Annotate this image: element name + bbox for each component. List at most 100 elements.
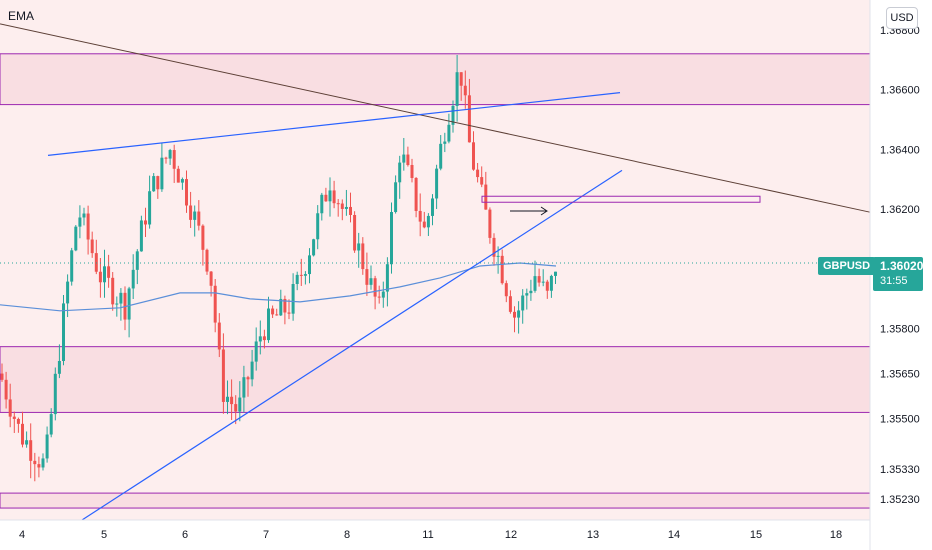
candle-body xyxy=(369,278,373,285)
x-tick-label: 11 xyxy=(422,529,433,541)
y-tick-label: 1.35650 xyxy=(880,369,920,381)
candle-body xyxy=(521,295,525,311)
candle-body xyxy=(49,414,53,435)
candle-body xyxy=(70,250,74,282)
candle-body xyxy=(431,198,434,216)
candle-body xyxy=(324,194,328,202)
candle-body xyxy=(37,464,41,468)
candle-body xyxy=(107,266,111,278)
candle-body xyxy=(357,243,361,251)
candle-body xyxy=(328,190,332,202)
candle-body xyxy=(459,72,463,86)
candle-body xyxy=(406,154,410,165)
last-price-tag: 1.36020 31:55 xyxy=(873,257,923,291)
candle-body xyxy=(467,95,471,143)
x-tick-label: 4 xyxy=(19,529,25,541)
candle-body xyxy=(144,220,147,225)
candle-body xyxy=(484,184,488,210)
candle-body xyxy=(476,169,480,178)
candle-body xyxy=(45,434,49,459)
candle-body xyxy=(209,271,213,286)
candle-body xyxy=(103,266,106,283)
x-tick-label: 12 xyxy=(505,529,517,541)
candle-body xyxy=(373,278,377,297)
candle-body xyxy=(533,276,537,291)
candle-body xyxy=(98,271,102,283)
candle-body xyxy=(226,396,229,402)
candle-body xyxy=(57,360,61,374)
candle-body xyxy=(299,274,303,276)
x-tick-label: 5 xyxy=(101,529,107,541)
candle-body xyxy=(279,298,283,316)
y-tick-label: 1.36600 xyxy=(880,85,920,97)
candle-body xyxy=(0,373,4,380)
candle-body xyxy=(303,274,307,276)
candle-body xyxy=(451,105,455,125)
x-tick-label: 15 xyxy=(750,529,762,541)
candle-body xyxy=(82,213,86,218)
candle-body xyxy=(156,176,160,190)
candle-body xyxy=(74,226,78,251)
x-tick-label: 13 xyxy=(587,529,599,541)
candle-body xyxy=(152,176,156,192)
candle-body xyxy=(127,288,131,320)
candle-body xyxy=(172,150,176,169)
candle-body xyxy=(238,397,242,412)
candle-body xyxy=(504,283,508,297)
candle-body xyxy=(541,281,545,283)
drawn-target-box xyxy=(481,195,761,203)
indicator-label[interactable]: EMA xyxy=(8,9,35,23)
candle-body xyxy=(4,379,8,400)
resistance-trendline xyxy=(0,23,871,213)
candle-body xyxy=(332,190,336,204)
candle-body xyxy=(201,225,205,250)
candle-body xyxy=(336,203,340,205)
candle-body xyxy=(398,162,402,183)
candle-body xyxy=(16,418,20,424)
candle-body xyxy=(29,440,33,461)
candle-body xyxy=(66,281,70,304)
candle-body xyxy=(529,290,533,294)
candle-body xyxy=(549,275,553,291)
candle-body xyxy=(500,255,504,284)
candle-body xyxy=(513,311,516,318)
candle-body xyxy=(193,211,197,220)
y-tick-label: 1.36400 xyxy=(880,144,920,156)
candle-body xyxy=(377,296,381,298)
candle-body xyxy=(525,293,529,296)
candle-body xyxy=(295,274,299,284)
candle-body xyxy=(463,85,467,96)
candle-body xyxy=(402,154,406,163)
candle-body xyxy=(312,239,316,256)
candle-body xyxy=(271,308,275,315)
candle-body xyxy=(33,460,37,465)
candle-body xyxy=(447,124,451,142)
candle-body xyxy=(488,209,492,238)
candle-body xyxy=(414,177,418,211)
candle-body xyxy=(86,213,90,240)
candle-body xyxy=(418,210,422,222)
candle-body xyxy=(62,303,65,361)
candle-body xyxy=(426,215,430,228)
ema-line xyxy=(0,262,557,312)
candle-body xyxy=(262,336,266,341)
candle-body xyxy=(41,458,45,468)
x-tick-label: 8 xyxy=(344,529,350,541)
currency-badge[interactable]: USD xyxy=(886,7,918,29)
candle-body xyxy=(353,214,357,251)
candle-body xyxy=(135,251,139,270)
candle-body xyxy=(189,205,193,220)
y-tick-label: 1.35330 xyxy=(880,464,920,476)
bar-countdown: 31:55 xyxy=(880,275,908,287)
candle-body xyxy=(197,211,201,226)
candle-body xyxy=(439,143,443,169)
candle-body xyxy=(12,416,16,419)
candle-body xyxy=(340,203,344,209)
candle-body xyxy=(205,249,209,272)
candle-body xyxy=(217,322,221,350)
x-tick-label: 14 xyxy=(668,529,680,541)
candle-body xyxy=(115,303,119,305)
candle-body xyxy=(25,440,29,445)
candle-body xyxy=(139,220,143,252)
